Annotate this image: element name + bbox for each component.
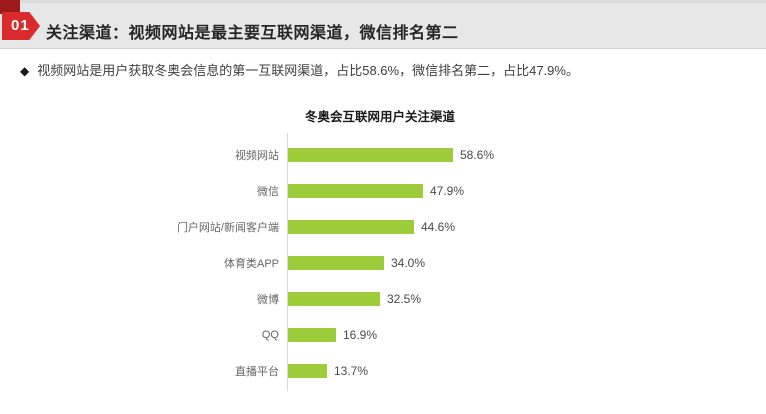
bar (288, 328, 336, 342)
bar (288, 220, 414, 234)
corner-accent-rect (0, 0, 20, 14)
value-label: 58.6% (460, 148, 495, 162)
chart-row: 微博 32.5% (175, 281, 585, 317)
section-number-badge: 01 (2, 12, 40, 40)
value-label: 13.7% (334, 364, 369, 378)
value-label: 34.0% (391, 256, 426, 270)
bar (288, 148, 453, 162)
chart-row: 直播平台 13.7% (175, 353, 585, 389)
bar (288, 256, 384, 270)
category-label: 微博 (257, 294, 279, 306)
value-label: 32.5% (387, 292, 422, 306)
bar (288, 184, 423, 198)
value-label: 16.9% (343, 328, 378, 342)
category-label: 微信 (257, 186, 279, 198)
bar (288, 292, 380, 306)
chart-y-axis-line (287, 133, 288, 391)
summary-line: ◆ 视频网站是用户获取冬奥会信息的第一互联网渠道，占比58.6%，微信排名第二，占… (20, 60, 750, 79)
value-label: 44.6% (421, 220, 456, 234)
chart-row: 门户网站/新闻客户端 44.6% (175, 209, 585, 245)
category-label: 直播平台 (235, 366, 279, 378)
page-title: 关注渠道：视频网站是最主要互联网渠道，微信排名第二 (46, 25, 459, 42)
category-label: 门户网站/新闻客户端 (176, 222, 279, 234)
category-label: 视频网站 (235, 150, 279, 162)
category-label: QQ (261, 329, 279, 341)
summary-text: 视频网站是用户获取冬奥会信息的第一互联网渠道，占比58.6%，微信排名第二，占比… (37, 63, 579, 78)
bar (288, 364, 327, 378)
category-label: 体育类APP (223, 258, 279, 270)
value-label: 47.9% (430, 184, 465, 198)
diamond-bullet-icon: ◆ (20, 64, 30, 78)
bar-chart: 冬奥会互联网用户关注渠道 视频网站 58.6% 微信 47.9% 门户网站/新闻客户端 4… (175, 100, 585, 400)
chart-row: 视频网站 58.6% (175, 137, 585, 173)
chart-title: 冬奥会互联网用户关注渠道 (304, 110, 455, 124)
chart-rows: 视频网站 58.6% 微信 47.9% 门户网站/新闻客户端 44.6% 体育类APP 34.… (175, 137, 585, 389)
chart-row: QQ 16.9% (175, 317, 585, 353)
chart-row: 微信 47.9% (175, 173, 585, 209)
header-bar: 01 关注渠道：视频网站是最主要互联网渠道，微信排名第二 (0, 0, 766, 49)
chart-row: 体育类APP 34.0% (175, 245, 585, 281)
